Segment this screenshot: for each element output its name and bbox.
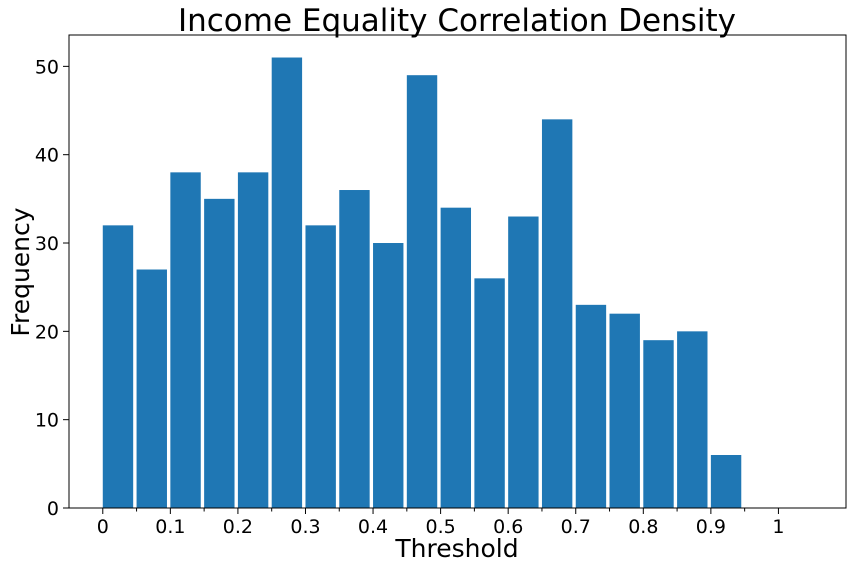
bar-0.15	[204, 198, 235, 508]
y-axis-label: Frequency	[6, 207, 35, 336]
bar-0.4	[373, 243, 404, 508]
plot-frame	[68, 34, 847, 509]
x-tick-label: 0.6	[493, 516, 523, 538]
y-tick-label: 40	[35, 145, 59, 167]
x-tick-label: 0.3	[290, 516, 320, 538]
bar-0	[102, 225, 134, 508]
x-axis-label: Threshold	[394, 534, 518, 563]
bar-0.45	[406, 75, 438, 508]
bars-group	[102, 57, 742, 509]
x-tick-label: 0.9	[696, 516, 726, 538]
bar-0.2	[237, 172, 269, 508]
x-tick-label: 0.2	[223, 516, 253, 538]
x-axis-ticks: 0 0.1 0.2 0.3 0.4 0.5 0.6 0.7 0.8 0.9 1	[97, 508, 784, 538]
bar-0.3	[305, 225, 336, 508]
bar-0.35	[339, 190, 370, 508]
y-tick-label: 50	[35, 56, 59, 78]
x-tick-label: 0.5	[425, 516, 455, 538]
y-tick-label: 0	[47, 498, 59, 520]
bar-0.1	[170, 172, 201, 508]
y-tick-label: 20	[35, 321, 59, 343]
x-tick-label: 0.4	[358, 516, 388, 538]
bar-0.55	[474, 278, 505, 508]
bar-0.85	[677, 331, 708, 508]
chart-title: Income Equality Correlation Density	[178, 3, 736, 39]
y-tick-label: 30	[35, 233, 59, 255]
bar-0.6	[508, 216, 539, 508]
bar-0.9	[710, 455, 742, 508]
x-tick-label: 0	[97, 516, 109, 538]
bar-0.5	[440, 207, 472, 508]
bar-0.25	[271, 57, 303, 509]
x-tick-label: 0.8	[628, 516, 658, 538]
x-tick-label: 0.7	[561, 516, 591, 538]
bar-0.7	[575, 304, 607, 508]
x-tick-label: 0.1	[155, 516, 185, 538]
bar-0.8	[643, 340, 674, 508]
y-tick-label: 10	[35, 410, 59, 432]
y-axis-ticks: 0 10 20 30 40 50	[35, 56, 69, 520]
bar-0.05	[136, 269, 167, 508]
bar-0.65	[541, 119, 573, 508]
bar-0.75	[609, 313, 640, 508]
x-tick-label: 1	[772, 516, 784, 538]
